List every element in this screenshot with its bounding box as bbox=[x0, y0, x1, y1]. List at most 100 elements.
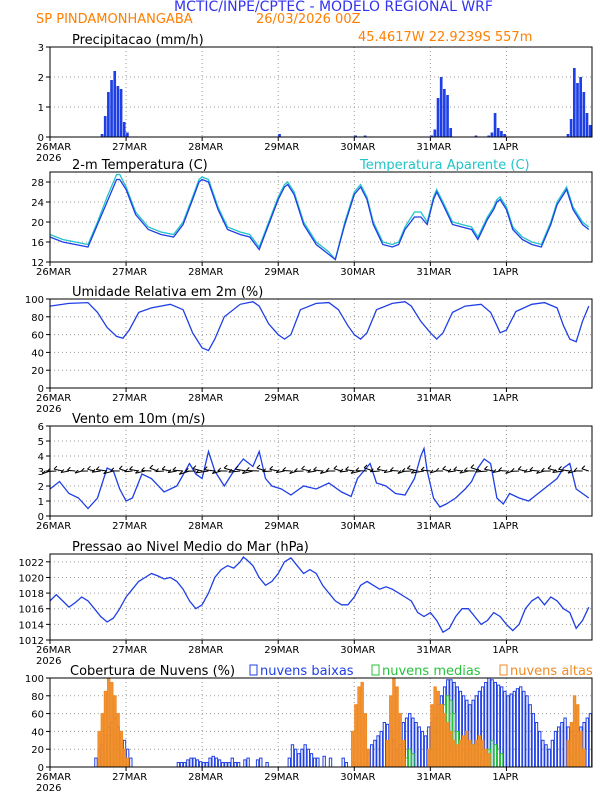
bar-nuvens-baixas bbox=[189, 757, 193, 768]
bar-nuvens-altas bbox=[97, 730, 101, 768]
bar-nuvens-altas bbox=[566, 739, 570, 768]
bar-nuvens-baixas bbox=[195, 759, 200, 768]
wind-barb bbox=[135, 470, 146, 474]
y-tick-label: 40 bbox=[31, 348, 44, 359]
line-temperatura-aparente-c- bbox=[49, 173, 590, 261]
panel-rh: 0 20 40 60 80 100 26MAR 27MAR 28MAR 29MAR 30MAR 31M… bbox=[25, 285, 593, 415]
wind-barb-head bbox=[459, 469, 464, 474]
bar-nuvens-baixas bbox=[297, 753, 301, 768]
wind-barb-head bbox=[558, 466, 562, 470]
wind-barb-head bbox=[355, 467, 360, 471]
bar-precipitacao bbox=[126, 132, 129, 137]
bar-nuvens-altas bbox=[433, 686, 437, 768]
bar-nuvens-altas bbox=[385, 739, 390, 768]
bar-nuvens-altas bbox=[569, 722, 574, 768]
bar-nuvens-baixas bbox=[538, 730, 542, 768]
bar-nuvens-altas bbox=[455, 744, 459, 768]
wind-barb bbox=[470, 467, 482, 472]
x-tick-label: 1APR bbox=[492, 645, 518, 656]
bar-nuvens-altas bbox=[474, 739, 478, 768]
bar-nuvens-baixas bbox=[518, 686, 523, 768]
wind-barb bbox=[141, 469, 152, 472]
x-tick-label: 29MAR bbox=[264, 267, 299, 278]
bar-nuvens-altas bbox=[572, 695, 577, 768]
wind-barb-head bbox=[517, 465, 522, 470]
bar-nuvens-medias bbox=[411, 753, 415, 768]
wind-barb-head bbox=[307, 468, 312, 473]
bar-nuvens-baixas bbox=[179, 762, 184, 768]
bar-precipitacao bbox=[107, 92, 110, 137]
x-tick-label: 31MAR bbox=[416, 645, 451, 656]
bar-nuvens-altas bbox=[100, 713, 104, 768]
wind-barb bbox=[529, 469, 539, 472]
line-pressao bbox=[49, 556, 590, 634]
y-tick-label: 1022 bbox=[19, 558, 44, 569]
x-tick-label: 26MAR bbox=[36, 267, 71, 278]
x-tick-label: 26MAR bbox=[36, 772, 71, 783]
bar-precipitacao bbox=[572, 68, 576, 137]
x-tick-label: 30MAR bbox=[340, 267, 375, 278]
bar-nuvens-baixas bbox=[217, 759, 222, 768]
wind-barb bbox=[492, 470, 501, 474]
bar-nuvens-baixas bbox=[550, 739, 555, 768]
bar-precipitacao bbox=[569, 119, 573, 137]
bar-precipitacao bbox=[582, 92, 586, 137]
y-tick-label: 5 bbox=[38, 437, 44, 448]
wind-barb bbox=[384, 470, 393, 474]
wind-barb bbox=[67, 469, 76, 472]
x-tick-label: 26MAR bbox=[36, 645, 71, 656]
x-tick-label: 29MAR bbox=[264, 521, 299, 532]
bar-nuvens-altas bbox=[125, 757, 130, 768]
x-tick-label: 27MAR bbox=[112, 267, 147, 278]
station-name: SP PINDAMONHANGABA bbox=[36, 12, 193, 27]
bar-precipitacao bbox=[433, 129, 437, 137]
wind-barb-head bbox=[228, 468, 233, 473]
wind-barb-head bbox=[242, 470, 246, 474]
y-tick-label: 1 bbox=[38, 103, 44, 114]
bar-precipitacao bbox=[116, 86, 120, 137]
y-tick-label: 1012 bbox=[19, 636, 44, 647]
y-tick-label: 0 bbox=[38, 384, 44, 395]
wind-barb-head bbox=[184, 467, 189, 472]
x-tick-label: 1APR bbox=[492, 772, 518, 783]
y-tick-label: 0 bbox=[38, 763, 44, 774]
wind-barb-head bbox=[401, 468, 406, 472]
wind-barb bbox=[339, 470, 349, 473]
bar-precipitacao bbox=[363, 135, 367, 137]
panel-title: Umidade Relativa em 2m (%) bbox=[72, 285, 263, 300]
legend-label: nuvens baixas bbox=[260, 664, 354, 679]
wind-barb bbox=[129, 468, 139, 472]
x-tick-label: 28MAR bbox=[188, 772, 223, 783]
x-tick-label: 1APR bbox=[492, 521, 518, 532]
wind-barb bbox=[74, 470, 82, 474]
bar-nuvens-baixas bbox=[186, 759, 190, 768]
wind-barb-head bbox=[523, 468, 528, 473]
legend-label: nuvens altas bbox=[510, 664, 593, 679]
wind-barb-head bbox=[60, 469, 65, 473]
panel-title: Cobertura de Nuvens (%) bbox=[70, 664, 235, 679]
bar-precipitacao bbox=[566, 134, 570, 137]
bar-precipitacao bbox=[113, 71, 117, 137]
panel-clouds: 0 20 40 60 80 100 26MAR 27MAR 28MAR 29MAR 30MAR 31M… bbox=[25, 664, 593, 792]
bar-nuvens-baixas bbox=[214, 757, 219, 768]
bar-nuvens-altas bbox=[106, 677, 111, 768]
wind-barb bbox=[246, 469, 260, 472]
wind-barb bbox=[453, 469, 463, 472]
wind-barb-head bbox=[573, 467, 578, 472]
bar-nuvens-baixas bbox=[192, 757, 196, 768]
wind-barb-head bbox=[390, 467, 394, 471]
wind-barb-head bbox=[447, 468, 452, 473]
legend-swatch bbox=[371, 664, 380, 676]
bar-nuvens-altas bbox=[398, 713, 402, 768]
bar-nuvens-altas bbox=[442, 713, 447, 768]
y-tick-label: 1018 bbox=[19, 589, 44, 600]
wind-barb bbox=[484, 468, 494, 472]
bar-nuvens-altas bbox=[351, 730, 355, 768]
bar-nuvens-baixas bbox=[316, 757, 320, 768]
bar-nuvens-medias bbox=[408, 748, 412, 768]
x-tick-label: 1APR bbox=[492, 267, 518, 278]
wind-barb-head bbox=[498, 467, 502, 471]
wind-barb-head bbox=[110, 467, 115, 472]
panel-precip: 0 1 2 3 26MAR 27MAR 28MAR 29MAR 30MAR 31MAR 1APR 20… bbox=[36, 33, 593, 164]
